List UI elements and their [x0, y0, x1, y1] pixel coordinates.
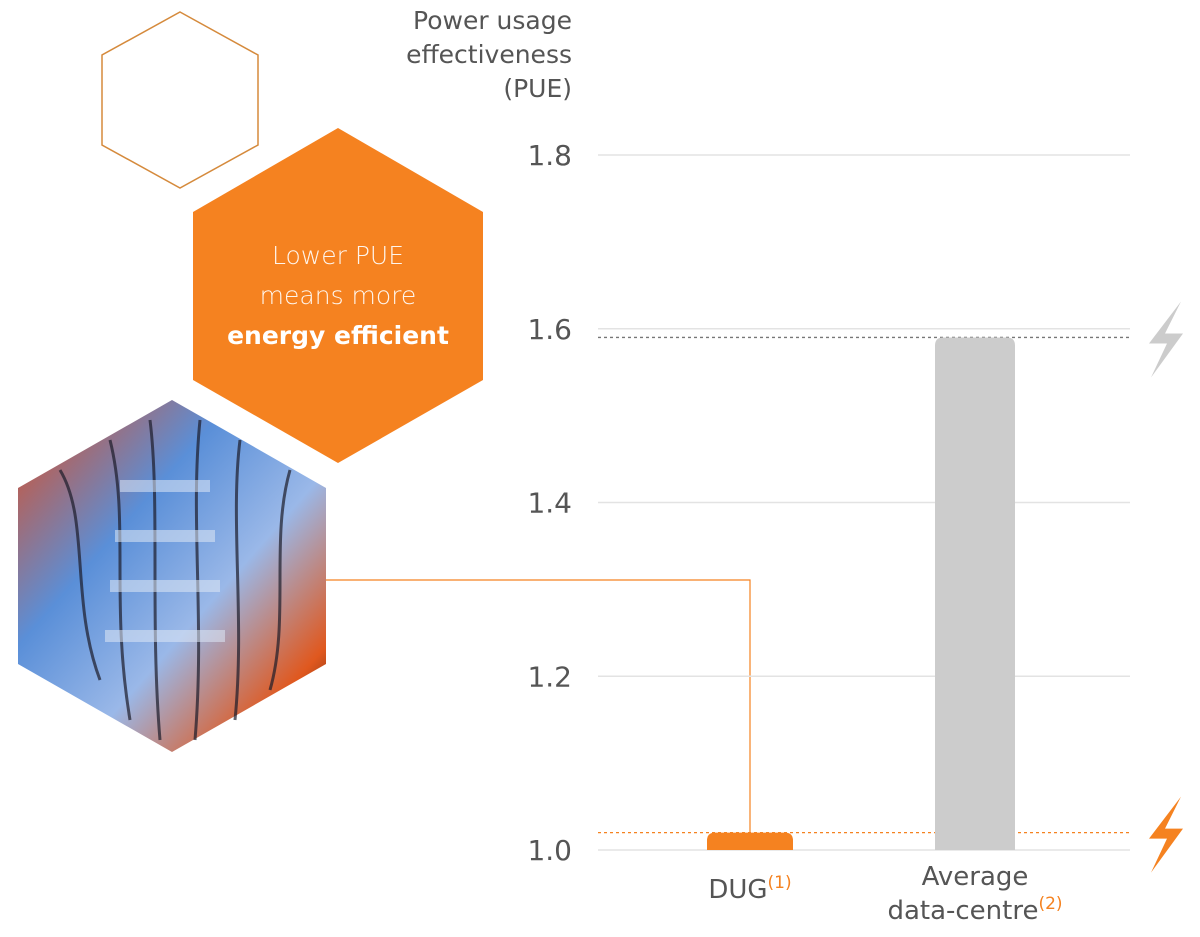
category-name: Average: [922, 862, 1029, 892]
category-label: DUG(1): [708, 873, 791, 905]
lightning-icon: [1149, 301, 1183, 377]
y-tick-label: 1.2: [527, 660, 572, 693]
annotation: Lower PUE means more energy efficient: [208, 236, 468, 356]
photo-hexagon: [18, 400, 326, 752]
category-name-cont: data-centre: [887, 896, 1038, 926]
outline-hexagon: [102, 12, 258, 188]
y-tick-label: 1.8: [527, 139, 572, 172]
category-note: (2): [1038, 894, 1062, 914]
y-tick-label: 1.0: [527, 834, 572, 867]
category-name: DUG: [708, 875, 767, 905]
category-note: (1): [768, 873, 792, 893]
page: 1.01.21.41.61.8DUG(1)Averagedata-centre(…: [0, 0, 1200, 937]
connector-line: [326, 580, 750, 833]
chart: 1.01.21.41.61.8DUG(1)Averagedata-centre(…: [0, 0, 1200, 937]
category-label: Average data-centre(2): [887, 862, 1062, 926]
y-tick-label: 1.6: [527, 313, 572, 346]
bar: [707, 833, 793, 850]
y-tick-label: 1.4: [527, 487, 572, 520]
annotation-emphasis: energy efficient: [208, 316, 468, 356]
bar: [935, 337, 1015, 850]
lightning-icon: [1149, 797, 1183, 873]
annotation-text: Lower PUE means more: [208, 236, 468, 316]
y-axis-label: Power usage effectiveness (PUE): [382, 4, 572, 106]
x-tick-label: DUG(1): [708, 873, 791, 905]
x-tick-label: Average data-centre(2): [887, 862, 1062, 926]
